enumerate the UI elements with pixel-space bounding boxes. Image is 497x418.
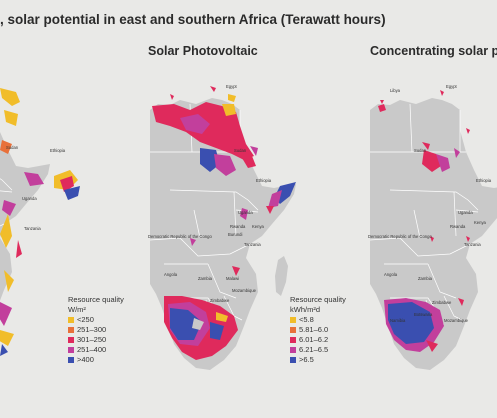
- legend-left-item: 251–400: [68, 345, 124, 355]
- map-label-kenya-pv: Kenya: [252, 224, 265, 229]
- map-label-egypt-csp: Egypt: [446, 84, 458, 89]
- legend-pv-title: Resource quality: [290, 295, 346, 304]
- map-label-sudan-csp: Sudan: [414, 148, 427, 153]
- legend-swatch: [68, 317, 74, 323]
- map-label-tanzania-csp: Tanzania: [464, 242, 481, 247]
- legend-pv-unit: kWh/m²d: [290, 305, 320, 314]
- legend-swatch: [68, 337, 74, 343]
- map-label-sudan-pv: Sudan: [234, 148, 247, 153]
- legend-label: 5.81–6.0: [299, 325, 329, 334]
- left-patches: [0, 88, 80, 356]
- legend-swatch: [68, 347, 74, 353]
- map-label-mozambique-csp: Mozambique: [444, 318, 469, 323]
- legend-left-item: <250: [68, 315, 124, 325]
- legend-swatch: [68, 357, 74, 363]
- map-label-botswana-csp: Botswana: [414, 312, 433, 317]
- map-label-rwanda-pv: Rwanda: [230, 224, 246, 229]
- map-label-zimbabwe-pv: Zimbabwe: [210, 298, 230, 303]
- map-label-uganda-csp: Uganda: [458, 210, 473, 215]
- map-label-zambia-pv: Zambia: [198, 276, 213, 281]
- pv-patches: [152, 86, 296, 360]
- legend-left-item: 301–250: [68, 335, 124, 345]
- legend-left-item: >400: [68, 355, 124, 365]
- legend-pv: Resource quality kWh/m²d <5.8 5.81–6.0 6…: [290, 295, 346, 365]
- map-label-uganda-left: Uganda: [22, 196, 37, 201]
- map-label-sudan-left: Sudan: [6, 145, 19, 150]
- map-label-libya-csp: Libya: [390, 88, 401, 93]
- map-csp: Libya Egypt Sudan Ethiopia Uganda Kenya …: [368, 84, 497, 370]
- legend-label: >400: [77, 355, 94, 364]
- legend-label: <250: [77, 315, 94, 324]
- legend-left-unit: W/m²: [68, 305, 86, 314]
- csp-patches: [378, 90, 470, 352]
- map-label-ethiopia-pv: Ethiopia: [256, 178, 272, 183]
- map-left: Sudan Ethiopia Uganda Tanzania: [0, 78, 80, 356]
- legend-pv-item: >6.5: [290, 355, 346, 365]
- legend-label: <5.8: [299, 315, 314, 324]
- panel-title-pv: Solar Photovoltaic: [148, 44, 258, 58]
- map-label-mozambique-pv: Mozambique: [232, 288, 257, 293]
- legend-pv-item: 5.81–6.0: [290, 325, 346, 335]
- legend-swatch: [68, 327, 74, 333]
- map-label-angola-csp: Angola: [384, 272, 398, 277]
- legend-swatch: [290, 347, 296, 353]
- legend-swatch: [290, 357, 296, 363]
- legend-label: >6.5: [299, 355, 314, 364]
- legend-label: 6.21–6.5: [299, 345, 329, 354]
- map-label-kenya-csp: Kenya: [474, 220, 487, 225]
- legend-left: Resource quality W/m² <250 251–300 301–2…: [68, 295, 124, 365]
- map-label-zambia-csp: Zambia: [418, 276, 433, 281]
- legend-label: 251–300: [77, 325, 107, 334]
- legend-pv-item: 6.01–6.2: [290, 335, 346, 345]
- legend-label: 301–250: [77, 335, 107, 344]
- map-label-rwanda-csp: Rwanda: [450, 224, 466, 229]
- map-label-ethiopia-left: Ethiopia: [50, 148, 66, 153]
- map-label-drc-csp: Democratic Republic of the Congo: [368, 234, 432, 239]
- map-label-drc-pv: Democratic Republic of the Congo: [148, 234, 212, 239]
- map-label-ethiopia-csp: Ethiopia: [476, 178, 492, 183]
- legend-swatch: [290, 327, 296, 333]
- map-label-zimbabwe-csp: Zimbabwe: [432, 300, 452, 305]
- map-label-egypt-pv: Egypt: [226, 84, 238, 89]
- panel-title-csp: Concentrating solar po: [370, 44, 497, 58]
- page-title: , solar potential in east and southern A…: [0, 12, 386, 27]
- legend-pv-item: 6.21–6.5: [290, 345, 346, 355]
- map-pv: Egypt Sudan Ethiopia Uganda Kenya Rwanda…: [148, 84, 296, 370]
- map-label-namibia-csp: Namibia: [390, 318, 406, 323]
- map-label-uganda-pv: Uganda: [238, 210, 253, 215]
- legend-swatch: [290, 317, 296, 323]
- legend-left-title: Resource quality: [68, 295, 124, 304]
- map-label-tanzania-left: Tanzania: [24, 226, 41, 231]
- legend-swatch: [290, 337, 296, 343]
- legend-pv-item: <5.8: [290, 315, 346, 325]
- legend-left-item: 251–300: [68, 325, 124, 335]
- map-label-tanzania-pv: Tanzania: [244, 242, 261, 247]
- legend-label: 251–400: [77, 345, 107, 354]
- legend-label: 6.01–6.2: [299, 335, 329, 344]
- map-label-burundi-pv: Burundi: [228, 232, 243, 237]
- map-label-malawi-pv: Malawi: [226, 276, 239, 281]
- map-label-angola-pv: Angola: [164, 272, 178, 277]
